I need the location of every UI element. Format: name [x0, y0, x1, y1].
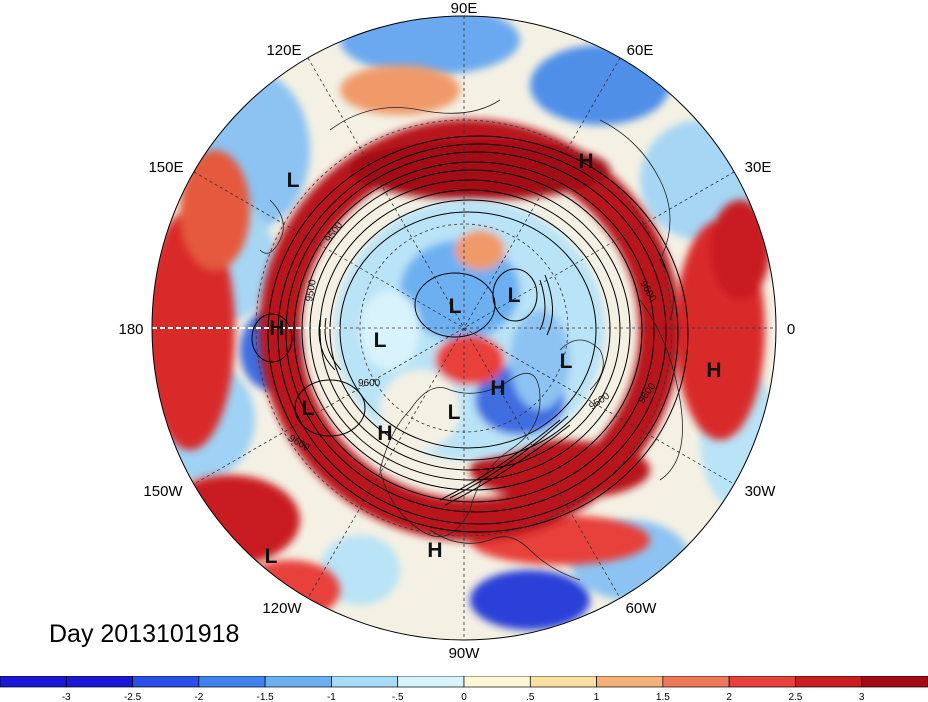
colorbar-tick-label: -.5 [392, 692, 404, 702]
colorbar-tick-label: 1.5 [656, 692, 670, 702]
colorbar-box [264, 676, 332, 688]
colorbar-box [198, 676, 266, 688]
lon-label-90E: 90E [451, 0, 478, 17]
colorbar-box [397, 676, 465, 688]
map-border [151, 15, 777, 641]
lon-label-0: 0 [787, 321, 795, 338]
high-pressure-marker: H [706, 359, 721, 382]
colorbar-tick-label: -3 [62, 692, 71, 702]
pressure-centers: H L H L L L L H L H L H H L [265, 150, 722, 568]
low-pressure-marker: L [374, 329, 387, 352]
graticule [152, 16, 776, 640]
high-pressure-marker: H [377, 422, 392, 445]
colorbar-box [463, 676, 531, 688]
colorbar-box [529, 676, 597, 688]
lon-label-30E: 30E [745, 159, 772, 176]
lon-label-150E: 150E [148, 159, 183, 176]
colorbar-tick-label: -1.5 [257, 692, 275, 702]
colorbar-tick-label: -2 [194, 692, 203, 702]
colorbar-tick-label: 2.5 [788, 692, 802, 702]
contour-label: 9600 [358, 378, 381, 389]
colorbar-tick-label: .5 [526, 692, 535, 702]
coastlines [259, 99, 683, 581]
low-pressure-marker: L [287, 169, 300, 192]
high-pressure-marker: H [490, 377, 505, 400]
lon-label-60E: 60E [627, 42, 654, 59]
high-pressure-marker: H [578, 150, 593, 173]
low-pressure-marker: L [302, 397, 315, 420]
colorbar-tick-label: 1 [594, 692, 600, 702]
colorbar-box [728, 676, 796, 688]
lon-label-90W: 90W [449, 645, 481, 662]
colorbar-tick-label: 0 [461, 692, 467, 702]
colorbar-box [861, 676, 928, 688]
colorbar-box [132, 676, 200, 688]
lon-label-150W: 150W [143, 483, 183, 500]
low-pressure-marker: L [265, 545, 278, 568]
high-pressure-marker: H [427, 539, 442, 562]
colorbar-box [795, 676, 863, 688]
low-pressure-marker: L [449, 295, 462, 318]
colorbar-tick-label: 2 [726, 692, 732, 702]
colorbar-tick-label: 3 [859, 692, 865, 702]
low-pressure-marker: L [448, 401, 461, 424]
lon-label-60W: 60W [626, 600, 658, 617]
geopotential-contours [251, 135, 689, 533]
colorbar-tick-labels: -3 -2.5 -2 -1.5 -1 -.5 0 .5 1 1.5 2 2.5 3 [62, 692, 865, 702]
lon-label-120E: 120E [266, 42, 301, 59]
lon-label-120W: 120W [262, 600, 302, 617]
colorbar-box [0, 676, 67, 688]
colorbar-tick-label: -1 [327, 692, 336, 702]
polar-map: 90E 120E 60E 150E 30E 180 0 150W 30W 120… [118, 0, 795, 662]
longitude-labels: 90E 120E 60E 150E 30E 180 0 150W 30W 120… [118, 0, 795, 662]
low-pressure-marker: L [560, 350, 573, 373]
colorbar: -3 -2.5 -2 -1.5 -1 -.5 0 .5 1 1.5 2 2.5 3 [0, 676, 928, 702]
colorbar-box [596, 676, 664, 688]
colorbar-box [331, 676, 399, 688]
date-title: Day 2013101918 [49, 620, 240, 648]
colorbar-box [65, 676, 133, 688]
colorbar-tick-label: -2.5 [124, 692, 142, 702]
lon-label-30W: 30W [745, 483, 777, 500]
colorbar-box [662, 676, 730, 688]
contour-label: 9500 [304, 278, 319, 302]
lon-label-180: 180 [118, 321, 143, 338]
high-pressure-marker: H [269, 317, 284, 340]
colorbar-boxes [0, 676, 928, 688]
low-pressure-marker: L [508, 284, 521, 307]
